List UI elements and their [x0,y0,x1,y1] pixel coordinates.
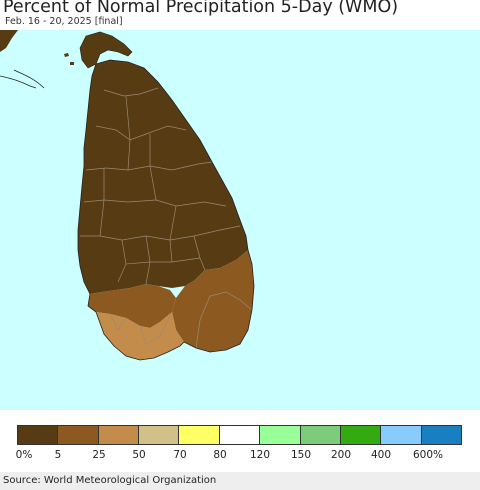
legend-label-10: 600% [412,449,444,461]
region-south-west-band [88,284,176,328]
legend-label-1: 5 [54,449,62,461]
legend-labels: 0% 5 25 50 70 80 120 150 200 400 600% [0,449,480,463]
legend-label-6: 120 [249,449,271,461]
legend-label-0: 0% [15,449,33,461]
jaffna-peninsula [79,31,133,69]
legend-swatch-10 [421,426,461,444]
region-south-east-block [172,250,254,352]
footer: Source: World Meteorological Organizatio… [0,472,480,490]
map-date-range: Feb. 16 - 20, 2025 [final] [5,16,123,27]
source-credit: Source: World Meteorological Organizatio… [3,475,217,486]
legend-swatch-5 [219,426,261,444]
legend-swatch-0 [18,426,59,444]
india-coast [0,30,18,52]
legend-label-5: 80 [213,449,227,461]
legend-label-2: 25 [92,449,106,461]
map-title: Percent of Normal Precipitation 5-Day (W… [3,0,399,17]
legend-swatch-8 [340,426,382,444]
legend-swatch-4 [179,426,220,444]
precipitation-map [0,30,480,410]
legend: 0% 5 25 50 70 80 120 150 200 400 600% [0,410,480,472]
legend-label-9: 400 [370,449,392,461]
legend-swatch-1 [58,426,99,444]
island-small-1 [64,53,69,57]
legend-color-bar [17,425,462,445]
district-borders [80,87,253,349]
india-coast-outline [0,75,37,89]
legend-swatch-9 [381,426,422,444]
map-canvas [0,30,480,410]
legend-label-7: 150 [290,449,312,461]
coastline [77,59,255,361]
region-northern-plains [78,60,248,294]
legend-label-8: 200 [330,449,352,461]
legend-label-4: 70 [173,449,187,461]
legend-swatch-3 [139,426,180,444]
legend-swatch-2 [98,426,140,444]
legend-label-3: 50 [132,449,146,461]
island-small-2 [70,62,74,65]
legend-swatch-7 [300,426,341,444]
legend-swatch-6 [260,426,301,444]
region-southern-tip [96,312,184,360]
india-coast-outline-2 [13,69,45,89]
